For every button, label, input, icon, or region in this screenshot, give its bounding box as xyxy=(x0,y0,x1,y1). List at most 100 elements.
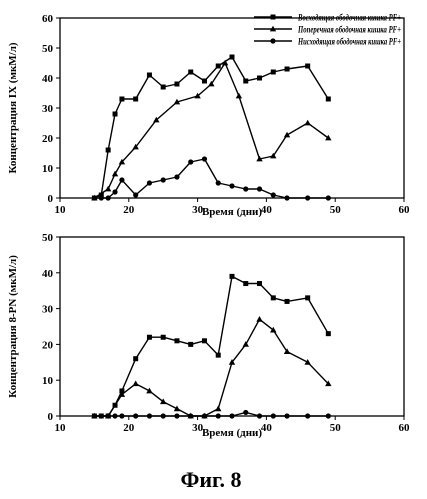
legend-marker xyxy=(270,38,275,43)
data-point xyxy=(188,342,193,347)
x-tick-label: 20 xyxy=(123,422,135,434)
data-point xyxy=(147,180,152,185)
data-point xyxy=(106,195,111,200)
x-tick-label: 60 xyxy=(399,422,411,434)
chart-panel-8pn: 10203040506001020304050Время (дни)Концен… xyxy=(7,232,410,439)
data-point xyxy=(326,195,331,200)
chart-panel-ix: 1020304050600102030405060Время (дни)Конц… xyxy=(7,13,410,219)
data-point xyxy=(243,410,248,415)
data-point xyxy=(271,413,276,418)
x-tick-label: 20 xyxy=(123,204,135,216)
x-tick-label: 10 xyxy=(55,204,67,216)
data-point xyxy=(256,316,262,322)
x-tick-label: 50 xyxy=(330,422,342,434)
data-point xyxy=(305,413,310,418)
series-square xyxy=(92,55,331,201)
data-point xyxy=(230,274,235,279)
legend-label: Поперечная ободочная кишка PF+ xyxy=(297,25,401,36)
data-point xyxy=(133,356,138,361)
data-point xyxy=(174,82,179,87)
data-point xyxy=(119,413,124,418)
data-point xyxy=(243,281,248,286)
data-point xyxy=(133,192,138,197)
y-axis-label: Концентрация IX (мкМ/л) xyxy=(7,42,19,173)
y-axis-label: Концентрация 8-PN (мкМ/л) xyxy=(7,255,19,398)
data-point xyxy=(285,299,290,304)
data-point xyxy=(106,148,111,153)
y-tick-label: 50 xyxy=(42,232,54,244)
series-line xyxy=(94,319,328,416)
data-point xyxy=(202,338,207,343)
data-point xyxy=(271,295,276,300)
data-point xyxy=(202,156,207,161)
y-tick-label: 60 xyxy=(42,13,54,25)
data-point xyxy=(216,353,221,358)
data-point xyxy=(106,413,111,418)
data-point xyxy=(284,413,289,418)
data-point xyxy=(326,331,331,336)
data-point xyxy=(133,97,138,102)
series-line xyxy=(94,57,328,198)
data-point xyxy=(202,79,207,84)
y-tick-label: 40 xyxy=(42,268,54,280)
data-point xyxy=(271,70,276,75)
data-point xyxy=(132,380,138,386)
series-square xyxy=(92,274,331,419)
data-point xyxy=(92,195,97,200)
x-axis-label: Время (дни) xyxy=(202,427,262,439)
x-tick-label: 40 xyxy=(261,204,273,216)
data-point xyxy=(188,159,193,164)
data-point xyxy=(216,413,221,418)
data-point xyxy=(216,64,221,69)
data-point xyxy=(304,120,310,126)
data-point xyxy=(257,76,262,81)
data-point xyxy=(112,189,117,194)
data-point xyxy=(174,413,179,418)
data-point xyxy=(285,67,290,72)
series-triangle xyxy=(91,316,331,418)
data-point xyxy=(236,93,242,99)
legend-label: Восходящая ободочная кишка PF+ xyxy=(297,13,401,24)
data-point xyxy=(271,192,276,197)
legend-marker xyxy=(271,15,276,20)
data-point xyxy=(174,338,179,343)
plot-frame xyxy=(60,237,404,416)
figure-caption: Фиг. 8 xyxy=(180,467,241,492)
series-line xyxy=(94,276,328,416)
data-point xyxy=(161,85,166,90)
y-tick-label: 50 xyxy=(42,43,54,55)
legend-label: Нисходящая ободочная кишка PF+ xyxy=(297,37,401,48)
data-point xyxy=(147,335,152,340)
data-point xyxy=(284,132,290,138)
data-point xyxy=(133,413,138,418)
data-point xyxy=(243,186,248,191)
data-point xyxy=(161,335,166,340)
x-tick-label: 60 xyxy=(399,204,411,216)
x-tick-label: 50 xyxy=(330,204,342,216)
data-point xyxy=(161,177,166,182)
data-point xyxy=(230,55,235,60)
y-tick-label: 20 xyxy=(42,339,54,351)
data-point xyxy=(305,64,310,69)
x-tick-label: 10 xyxy=(55,422,67,434)
data-point xyxy=(305,195,310,200)
y-tick-label: 10 xyxy=(42,163,54,175)
y-tick-label: 30 xyxy=(42,304,54,316)
data-point xyxy=(147,413,152,418)
data-point xyxy=(112,413,117,418)
y-tick-label: 20 xyxy=(42,133,54,145)
data-point xyxy=(99,413,104,418)
series-line xyxy=(94,159,328,198)
data-point xyxy=(112,171,118,177)
data-point xyxy=(257,186,262,191)
data-point xyxy=(216,180,221,185)
data-point xyxy=(105,186,111,192)
data-point xyxy=(174,174,179,179)
x-tick-label: 40 xyxy=(261,422,273,434)
y-tick-label: 40 xyxy=(42,73,54,85)
data-point xyxy=(202,413,207,418)
data-point xyxy=(147,73,152,78)
y-tick-label: 10 xyxy=(42,375,54,387)
data-point xyxy=(229,413,234,418)
